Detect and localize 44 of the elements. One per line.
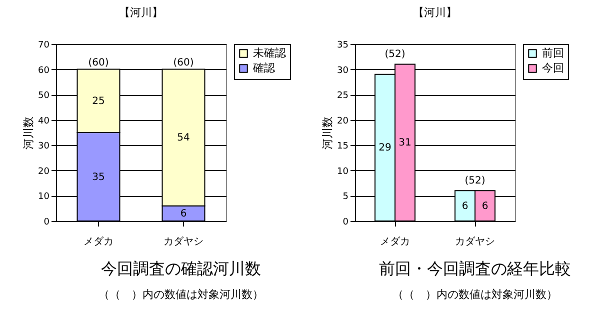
y-axis-title: 河川数 — [22, 116, 36, 150]
y-tick-label: 30 — [337, 66, 349, 76]
text: （（ ）内の数値は対象河川数） — [98, 288, 264, 301]
y-tick-label: 60 — [38, 66, 50, 76]
data-label: 6 — [482, 200, 488, 212]
y-tick-label: 0 — [342, 218, 349, 228]
y-tick-label: 20 — [38, 166, 50, 177]
legend-label: 前回 — [542, 46, 564, 60]
annotation: (52) — [464, 176, 486, 187]
x-tick-label: メダカ — [380, 236, 410, 248]
y-tick-label: 20 — [337, 116, 349, 126]
y-tick-label: 25 — [337, 91, 348, 102]
annotation: (52) — [384, 49, 406, 60]
x-tick-label: カダヤシ — [164, 236, 204, 248]
chart-title: 【河川】 — [119, 6, 163, 19]
data-label: 29 — [378, 142, 392, 154]
text: 前回・今回調査の経年比較 — [379, 259, 571, 278]
x-tick-label: メダカ — [84, 236, 114, 248]
y-axis-title: 河川数 — [321, 116, 334, 150]
data-label: 25 — [92, 96, 105, 107]
total-label: (60) — [88, 57, 109, 68]
y-tick-label: 0 — [44, 218, 50, 228]
text: （（ ）内の数値は対象河川数） — [392, 288, 558, 301]
data-label: 54 — [177, 132, 190, 144]
y-tick-label: 35 — [337, 40, 348, 50]
y-tick-label: 10 — [38, 192, 50, 202]
chart-title: 【河川】 — [413, 6, 457, 19]
y-tick-label: 40 — [38, 116, 50, 126]
y-tick-label: 5 — [342, 192, 348, 202]
y-tick-label: 30 — [38, 142, 50, 152]
legend-label: 確認 — [252, 62, 275, 74]
y-tick-label: 15 — [337, 142, 348, 152]
text: 今回調査の確認河川数 — [101, 259, 261, 278]
data-label: 31 — [398, 138, 412, 149]
y-tick-label: 50 — [38, 91, 50, 102]
data-label: 6 — [180, 208, 187, 220]
total-label: (60) — [173, 57, 194, 68]
y-tick-label: 10 — [337, 166, 349, 177]
data-label: 35 — [92, 172, 105, 183]
legend-label: 未確認 — [253, 46, 286, 60]
data-label: 6 — [462, 200, 468, 212]
legend-label: 今回 — [542, 62, 564, 74]
y-tick-label: 70 — [38, 40, 50, 50]
x-tick-label: カダヤシ — [455, 236, 495, 248]
